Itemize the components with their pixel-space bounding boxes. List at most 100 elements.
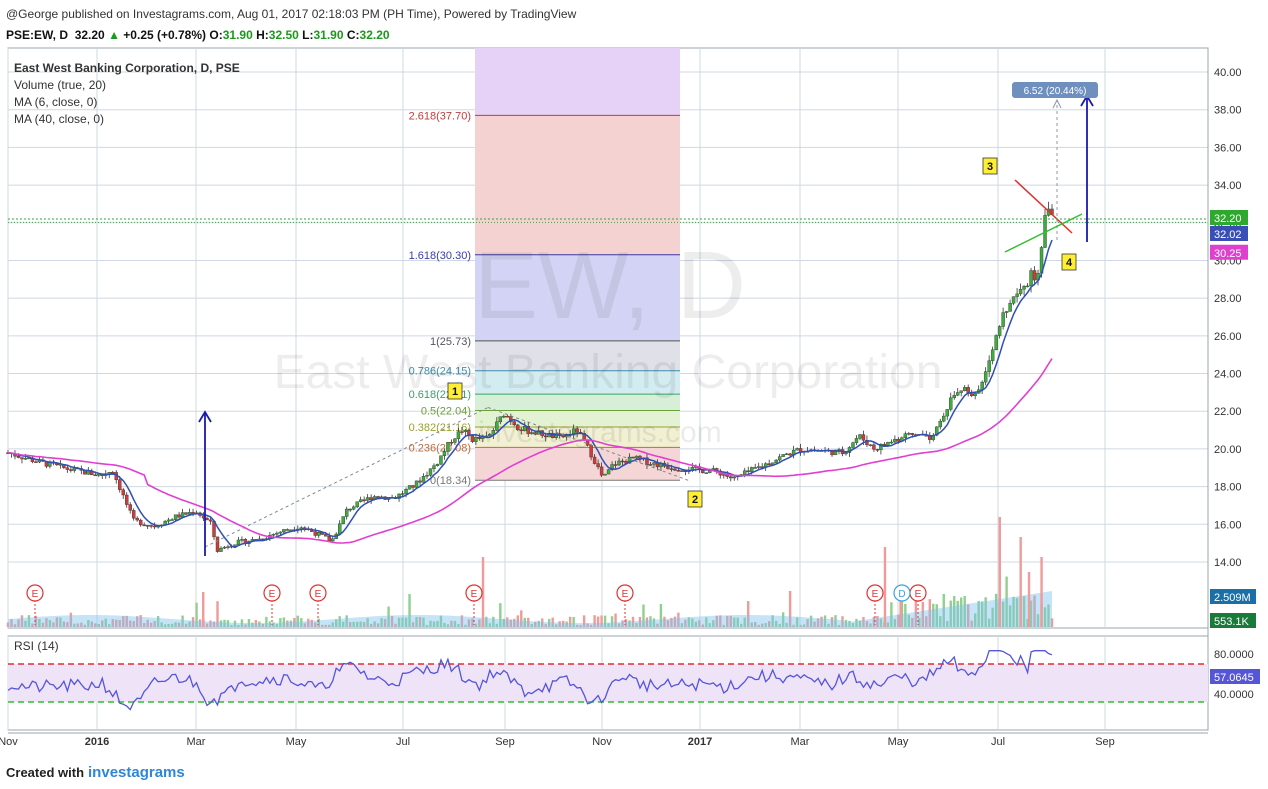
- footer-brand-link[interactable]: investagrams: [88, 764, 185, 781]
- rsi-label: RSI (14): [14, 639, 59, 653]
- volume-bar: [212, 621, 216, 627]
- volume-bar: [830, 617, 834, 627]
- y-tick-label: 38.00: [1214, 105, 1242, 117]
- volume-bar: [994, 593, 998, 627]
- x-tick-label: Sep: [495, 736, 515, 748]
- volume-bar: [1001, 601, 1005, 627]
- volume-bar: [900, 601, 904, 627]
- candle-body: [973, 393, 977, 396]
- candle-body: [275, 532, 279, 535]
- y-tick-label: 26.00: [1214, 331, 1242, 343]
- volume-bar: [80, 622, 83, 627]
- x-tick-label: Mar: [187, 736, 206, 748]
- legend-volume: Volume (true, 20): [14, 78, 107, 92]
- candle-body: [743, 470, 747, 475]
- volume-bar: [513, 618, 516, 627]
- candle-body: [344, 508, 349, 517]
- candle-body: [128, 504, 132, 511]
- volume-bar: [198, 619, 202, 627]
- candle-body: [362, 499, 366, 501]
- wave-label-box: [1061, 253, 1077, 271]
- rsi-panel: RSI (14) 80.0000 40.0000 57.0645: [7, 639, 1260, 711]
- candle-body: [861, 434, 866, 441]
- volume-bar: [254, 620, 258, 627]
- triangle-lower-line: [1004, 213, 1083, 253]
- volume-bar: [170, 623, 174, 627]
- ma-slow-badge: 30.25: [1214, 248, 1242, 260]
- open-label: O:: [209, 28, 223, 42]
- volume-bar: [813, 621, 816, 627]
- fib-level-label: 0(18.34): [430, 475, 471, 487]
- volume-bar: [820, 616, 823, 627]
- candle-body: [969, 393, 974, 396]
- volume-bar: [1029, 600, 1033, 627]
- volume-bar: [851, 623, 855, 627]
- volume-bar: [726, 616, 729, 627]
- volume-bar: [928, 599, 931, 627]
- candle-body: [896, 438, 901, 442]
- volume-bar: [869, 623, 872, 627]
- candle-body: [65, 467, 70, 470]
- volume-bar: [422, 617, 425, 627]
- blue-arrow-left-head: [198, 410, 212, 423]
- low-value: 31.90: [313, 28, 344, 42]
- volume-bar: [45, 618, 48, 627]
- volume-bar: [984, 597, 987, 627]
- volume-bar: [233, 620, 237, 627]
- footer: Created with investagrams: [6, 764, 185, 781]
- volume-bar: [390, 615, 394, 627]
- earnings-marker: [866, 584, 884, 602]
- legend-ma-slow: MA (40, close, 0): [14, 112, 105, 126]
- candle-body: [177, 514, 181, 518]
- fib-level-label: 0.382(21.16): [409, 422, 471, 434]
- candle-body: [858, 434, 862, 439]
- volume-bar: [104, 618, 107, 627]
- volume-bar: [684, 619, 687, 627]
- volume-bar: [565, 621, 568, 627]
- volume-bar: [593, 615, 596, 627]
- volume-bar: [939, 616, 942, 627]
- volume-bar: [265, 616, 268, 627]
- fib-zone: [475, 115, 680, 255]
- price-chart[interactable]: 2.618(37.70) 1.618(30.30) 1(25.73) 0.786(24…: [0, 0, 1268, 760]
- y-tick-label: 40.00: [1214, 67, 1242, 79]
- candle-body: [149, 525, 153, 527]
- candle-body: [121, 489, 125, 496]
- volume-bar: [188, 621, 191, 627]
- volume-bar: [785, 622, 788, 627]
- volume-bar: [38, 618, 41, 627]
- ohlc-line: PSE:EW, D 32.20 ▲ +0.25 (+0.78%) O:31.90…: [6, 28, 390, 42]
- volume-bar: [474, 623, 478, 627]
- candle-body: [781, 454, 785, 457]
- y-tick-label: 22.00: [1214, 406, 1242, 418]
- candle-body: [226, 546, 230, 548]
- volume-bar: [991, 607, 994, 627]
- volume-bar: [149, 622, 153, 627]
- volume-bar: [778, 623, 781, 627]
- fib-zone: [475, 447, 680, 481]
- candle-body: [990, 349, 995, 361]
- candle-body: [118, 479, 122, 490]
- volume-bar: [321, 624, 324, 627]
- candle-body: [844, 452, 848, 455]
- volume-bar: [55, 617, 59, 627]
- volume-bar: [1008, 605, 1012, 627]
- volume-bar: [883, 547, 887, 627]
- volume-bar: [195, 602, 198, 627]
- volume-ma-area: [8, 591, 1052, 627]
- volume-bar: [722, 624, 725, 627]
- candle-body: [882, 443, 887, 446]
- x-tick-label: 2016: [85, 736, 109, 748]
- volume-bar: [899, 587, 902, 627]
- volume-bar: [841, 616, 844, 627]
- rsi-tick-label: 80.0000: [1214, 649, 1254, 661]
- volume-bar: [736, 617, 739, 627]
- volume-bar: [1019, 537, 1022, 627]
- target-label: 6.52 (20.44%): [1024, 86, 1087, 97]
- volume-bar: [677, 612, 680, 627]
- candle-body: [603, 473, 607, 476]
- volume-bar: [967, 604, 970, 627]
- footer-created: Created with: [6, 765, 85, 780]
- volume-bar: [20, 615, 24, 627]
- volume-bar: [467, 619, 471, 627]
